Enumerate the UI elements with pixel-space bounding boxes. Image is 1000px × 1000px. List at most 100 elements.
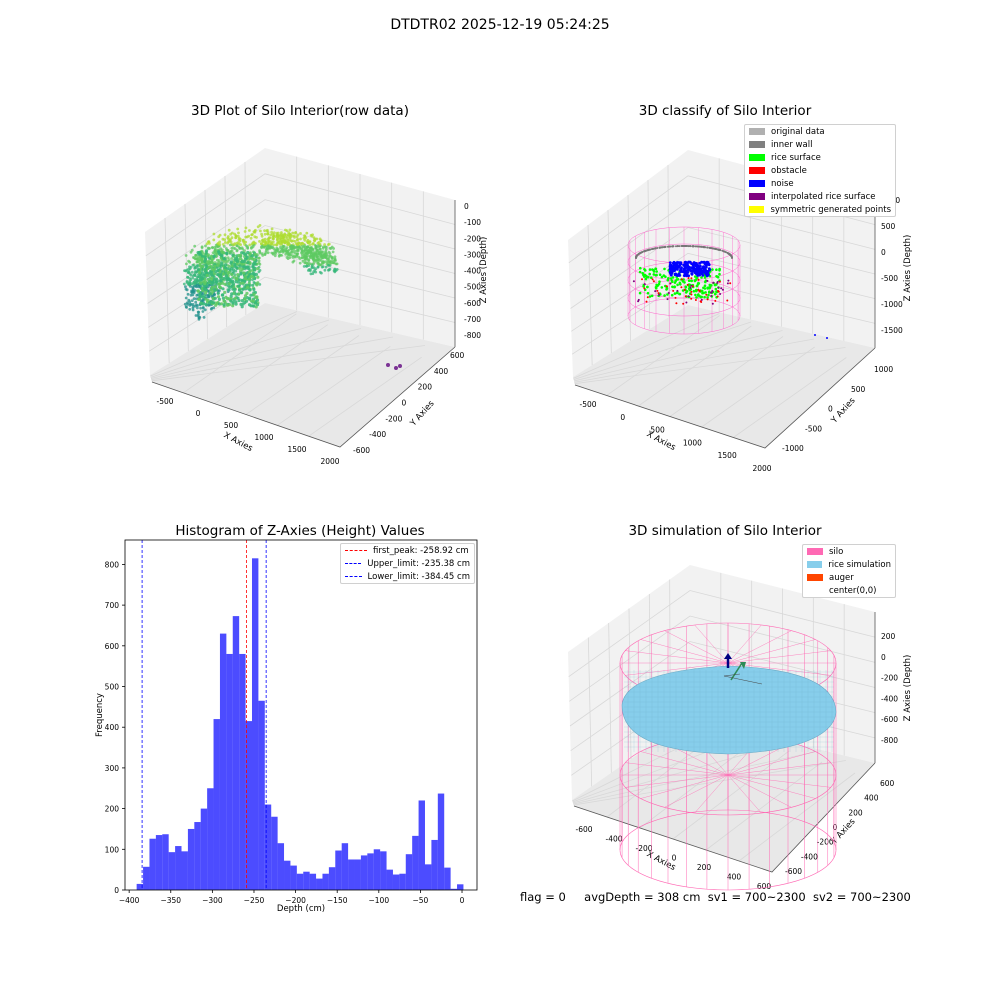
z-tick-label: -600 [464, 299, 481, 308]
x-tick-label: −200 [285, 896, 306, 905]
histogram-bar [187, 828, 195, 890]
legend-swatch [749, 193, 765, 200]
data-point [218, 243, 222, 246]
histogram-bar [360, 855, 368, 890]
inner-wall-point [664, 245, 667, 248]
inner-wall-point [639, 252, 642, 255]
data-point [216, 263, 220, 267]
data-point [221, 296, 225, 300]
silo-spoke [625, 662, 729, 676]
rice-surface-point [700, 276, 703, 279]
data-point [271, 236, 275, 239]
grid-line [669, 336, 784, 417]
histogram-bar [431, 839, 438, 890]
z-tick-label: -500 [464, 283, 481, 292]
y-axis-label: Y Axies [829, 395, 858, 426]
legend-label: rice simulation [828, 559, 891, 570]
legend-swatch [749, 128, 765, 135]
data-point [223, 238, 227, 242]
data-point [226, 256, 230, 259]
histogram-bar [296, 873, 304, 890]
legend-label: Upper_limit: -235.38 cm [367, 558, 470, 569]
data-point [210, 267, 214, 271]
data-point [235, 266, 239, 270]
silo-spoke [640, 639, 729, 664]
legend-entry: rice simulation [803, 558, 895, 571]
data-point [210, 281, 214, 285]
data-point [200, 245, 204, 249]
data-point [189, 273, 193, 277]
data-point [330, 259, 334, 262]
histogram-bar [277, 843, 285, 890]
rice-surface-point [678, 292, 681, 296]
inner-wall-point [730, 255, 733, 257]
obstacle-point [714, 299, 717, 302]
inner-wall-point [680, 245, 683, 247]
data-point [270, 227, 274, 231]
data-point [295, 252, 299, 256]
data-point [230, 257, 234, 260]
data-point [222, 256, 226, 260]
data-point [264, 249, 268, 252]
data-point [280, 254, 283, 257]
y-tick-label: 0 [833, 823, 838, 832]
data-point [303, 244, 307, 247]
y-tick-label: 0 [402, 399, 407, 408]
legend-entry: obstacle [745, 164, 895, 177]
data-point [250, 246, 253, 249]
data-point [245, 291, 249, 295]
data-point [213, 284, 217, 289]
data-point [234, 258, 238, 262]
data-point [226, 236, 230, 240]
data-point [312, 239, 316, 242]
y-tick-label: 200 [105, 805, 120, 814]
y-tick-label: -600 [353, 446, 370, 455]
data-point [217, 297, 221, 301]
legend-label: inner wall [771, 139, 813, 150]
data-point [250, 254, 255, 258]
histogram-bar [457, 884, 464, 890]
obstacle-point [716, 295, 719, 298]
data-point [304, 247, 308, 251]
histogram-bar [380, 851, 387, 890]
noise-point [707, 273, 710, 276]
sv1-value: sv1 = 700~2300 [707, 890, 806, 904]
data-point [202, 294, 206, 298]
data-point [197, 310, 201, 314]
data-point [247, 303, 252, 307]
data-point [330, 256, 334, 260]
auger-projection [723, 675, 763, 685]
rice-surface-point [646, 285, 649, 289]
data-point [224, 260, 228, 264]
obstacle-point [690, 297, 693, 300]
noise-point [679, 261, 683, 264]
data-point [185, 280, 189, 283]
obstacle-point [645, 300, 648, 303]
flag-value: flag = 0 [520, 890, 566, 904]
data-point [211, 301, 216, 305]
data-point [216, 295, 221, 299]
noise-point [679, 267, 683, 271]
noise-point [677, 272, 681, 276]
obstacle-point [729, 282, 732, 285]
data-point [225, 247, 228, 250]
obstacle-point [712, 281, 715, 284]
obstacle-point [643, 283, 646, 286]
data-point [230, 272, 234, 277]
data-point [213, 267, 217, 271]
data-point [291, 231, 295, 235]
data-point [253, 230, 257, 234]
data-point [248, 288, 252, 292]
data-point [184, 254, 188, 257]
rice-surface-point [648, 295, 652, 298]
rice-surface-point [676, 278, 680, 281]
data-point [217, 282, 221, 286]
x-tick-label: −400 [119, 896, 140, 905]
auger-head [724, 653, 732, 659]
data-point [252, 268, 256, 272]
data-point [300, 256, 304, 260]
x-tick-label: 1000 [254, 433, 273, 442]
obstacle-point [654, 290, 657, 293]
y-tick-label: -200 [817, 838, 834, 847]
legend-swatch [807, 587, 823, 594]
